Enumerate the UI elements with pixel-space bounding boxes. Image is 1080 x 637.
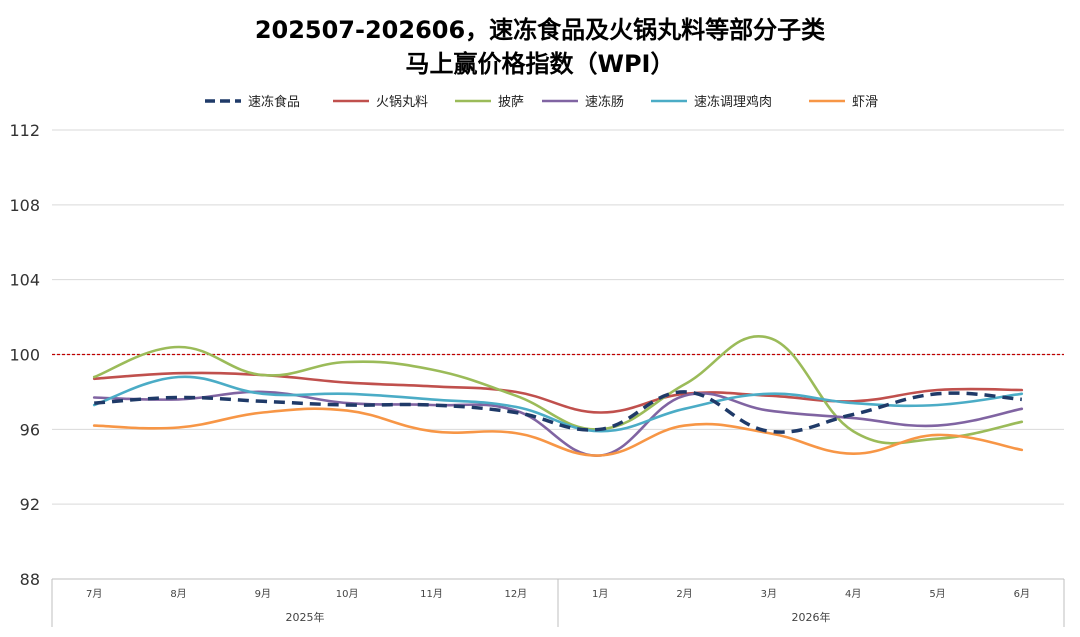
- chart-title: 202507-202606，速冻食品及火锅丸料等部分子类 马上赢价格指数（WPI…: [255, 16, 826, 78]
- x-tick-label: 8月: [170, 588, 186, 600]
- legend-label-1: 火锅丸料: [376, 94, 428, 110]
- y-tick-label: 92: [20, 495, 40, 514]
- legend-label-3: 速冻肠: [585, 94, 624, 110]
- year-group-label-0: 2025年: [286, 610, 325, 624]
- y-axis: 88 92 96 100 104 108 112: [9, 121, 40, 589]
- y-tick-label: 112: [9, 121, 40, 140]
- x-tick-label: 2月: [676, 588, 692, 600]
- x-tick-label: 6月: [1014, 588, 1030, 600]
- year-group-label-1: 2026年: [792, 610, 831, 624]
- series-line-4: [92, 375, 1024, 433]
- series-line-5: [92, 407, 1024, 457]
- chart-title-line-2: 马上赢价格指数（WPI）: [406, 50, 675, 78]
- y-tick-label: 108: [9, 196, 40, 215]
- legend-label-5: 虾滑: [852, 95, 878, 110]
- x-tick-label: 10月: [336, 588, 359, 600]
- x-axis: 7月 8月 9月 10月 11月 12月 1月 2月 3月 4月 5月 6月 2025年 2026年: [51, 578, 1065, 627]
- x-tick-label: 3月: [761, 588, 777, 600]
- y-tick-label: 100: [9, 346, 40, 365]
- x-tick-label: 5月: [929, 588, 945, 600]
- x-tick-label: 4月: [845, 588, 861, 600]
- x-tick-label: 1月: [592, 588, 608, 600]
- x-tick-label: 12月: [504, 588, 527, 600]
- series-lines: [92, 334, 1024, 457]
- legend-label-4: 速冻调理鸡肉: [694, 94, 772, 110]
- series-line-0: [94, 390, 1022, 434]
- legend: 速冻食品 火锅丸料 披萨 速冻肠 速冻调理鸡肉 虾滑: [205, 94, 878, 110]
- y-tick-label: 96: [20, 420, 40, 439]
- x-tick-label: 9月: [255, 588, 271, 600]
- y-tick-label: 88: [20, 570, 40, 589]
- chart-title-line-1: 202507-202606，速冻食品及火锅丸料等部分子类: [255, 16, 826, 44]
- legend-label-2: 披萨: [498, 95, 524, 110]
- legend-label-0: 速冻食品: [248, 94, 300, 110]
- x-tick-label: 11月: [420, 588, 443, 600]
- x-tick-label: 7月: [86, 588, 102, 600]
- y-tick-label: 104: [9, 271, 40, 290]
- series-line-2: [92, 334, 1024, 445]
